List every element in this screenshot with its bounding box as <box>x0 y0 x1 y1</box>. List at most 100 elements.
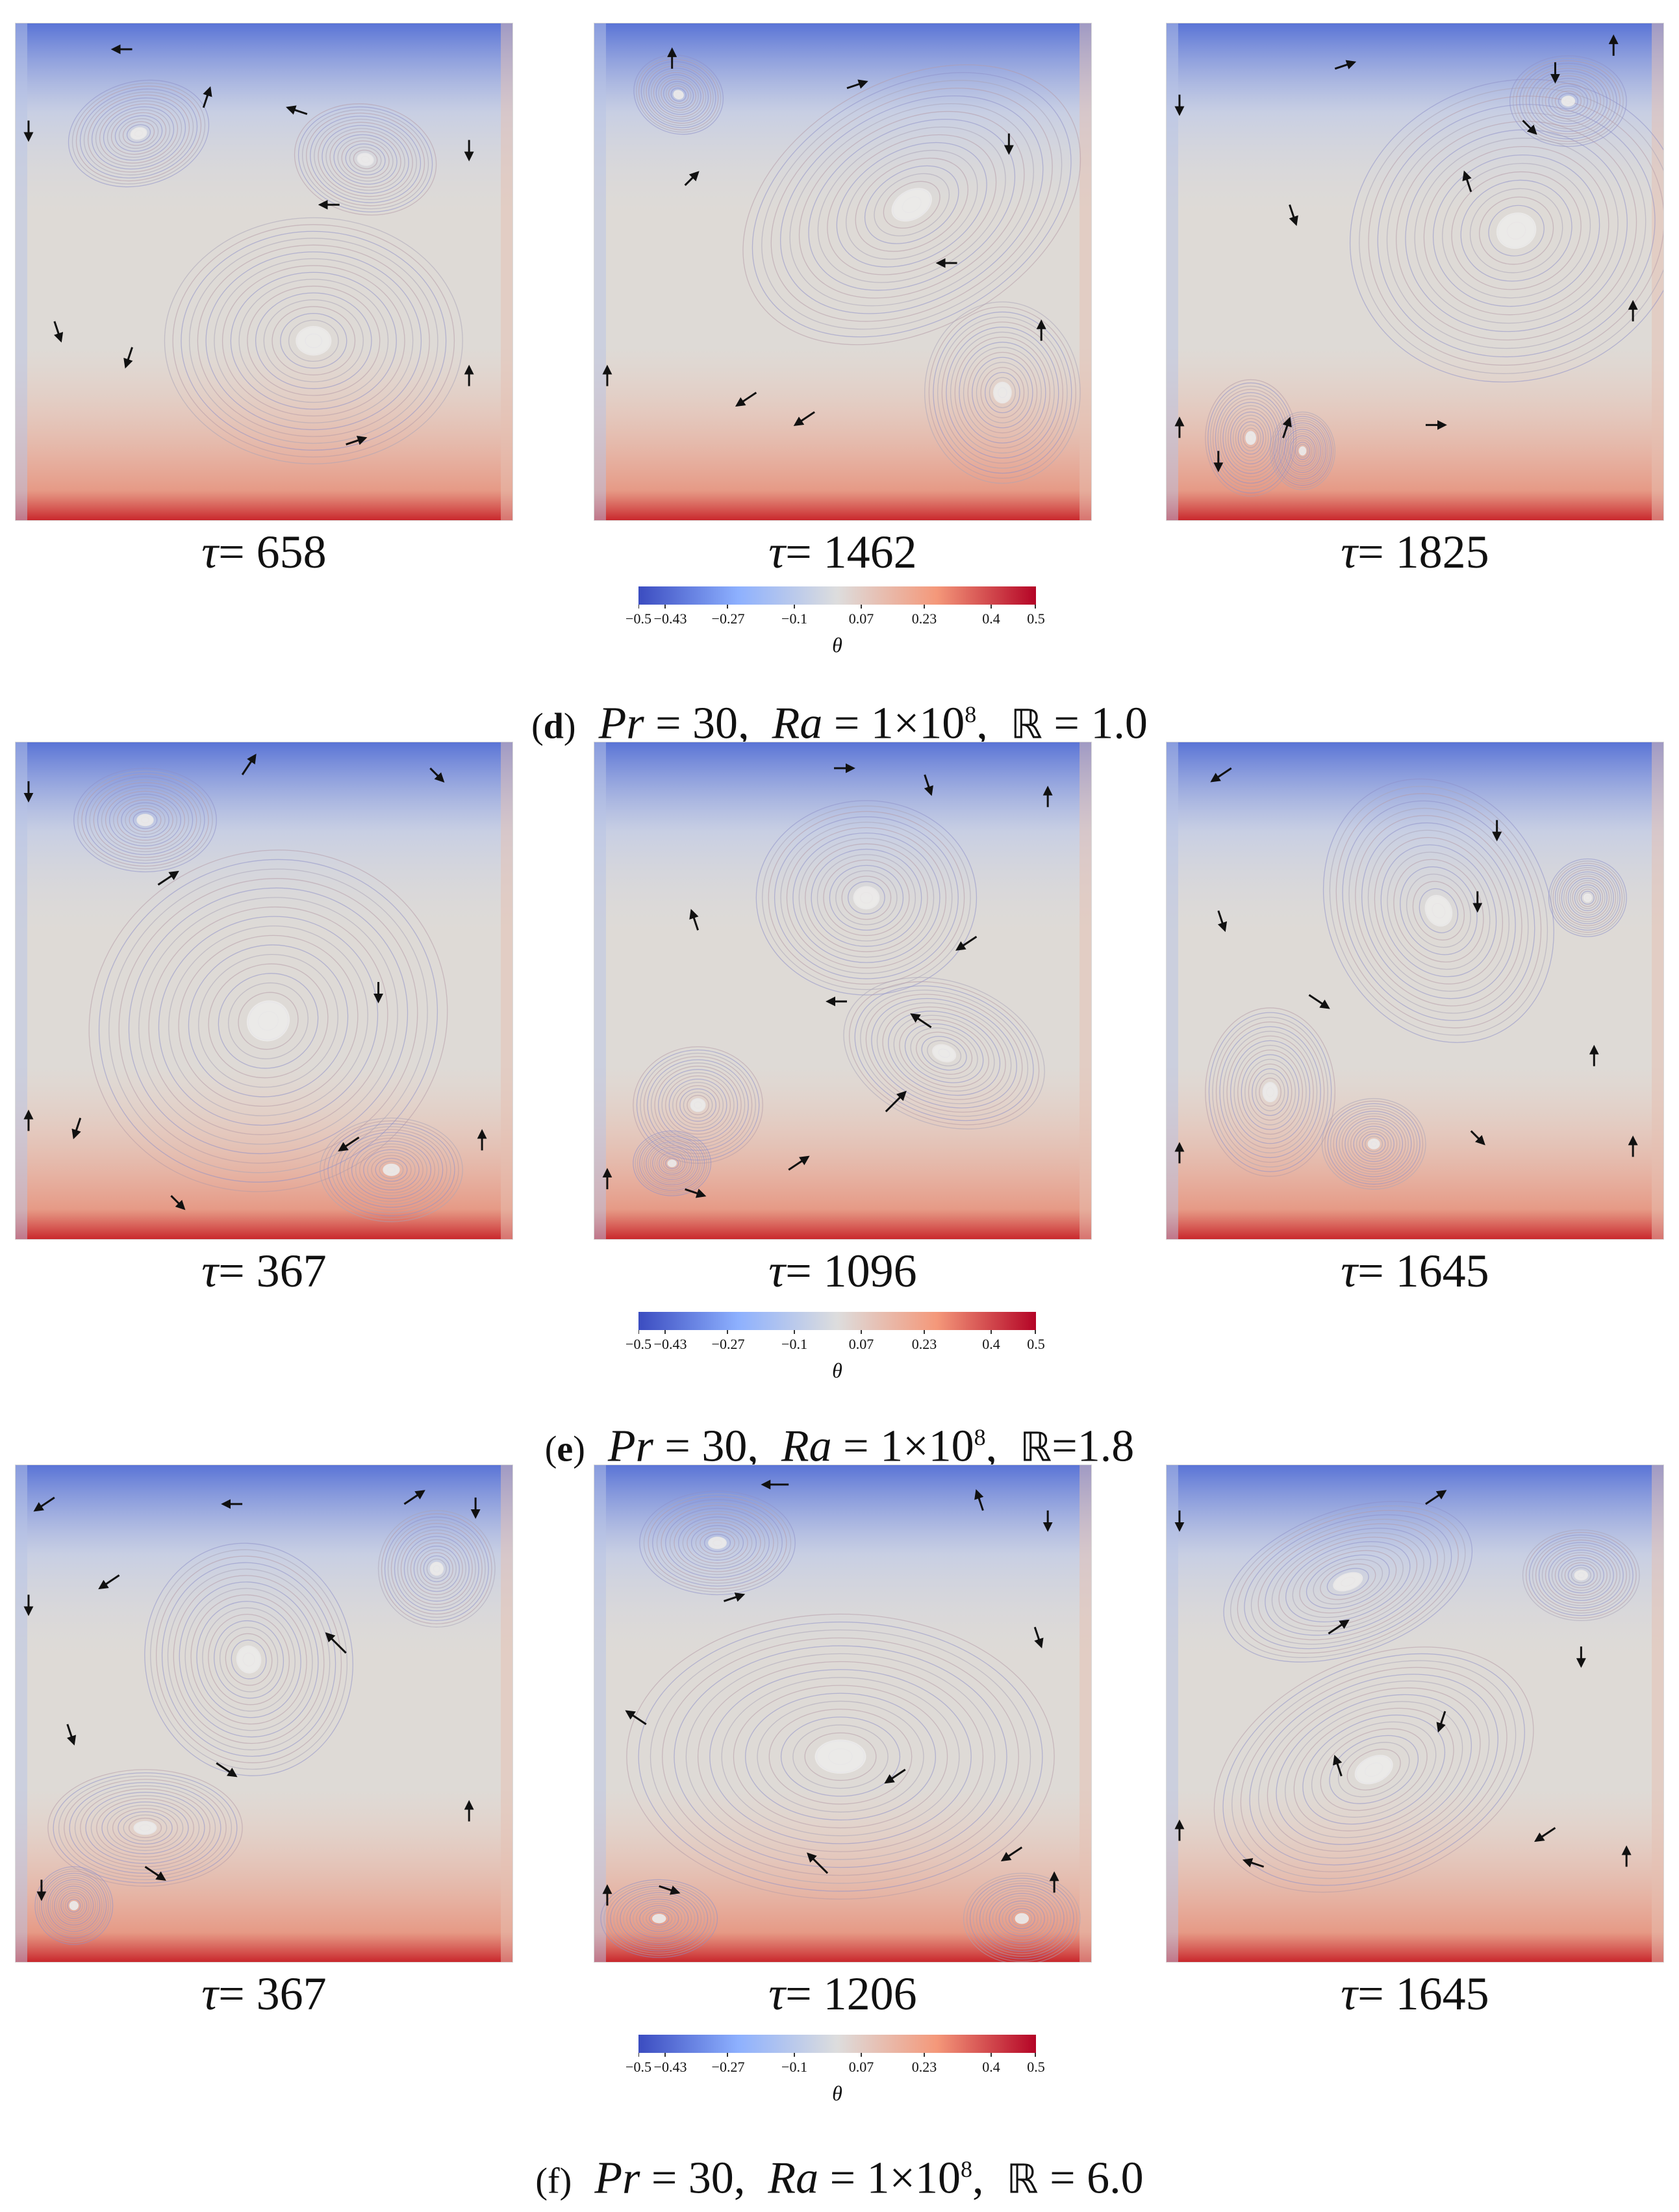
streamline <box>966 1875 1078 1962</box>
streamline <box>1219 1026 1321 1159</box>
streamline <box>1344 1118 1404 1170</box>
flow-arrow-icon <box>66 1724 77 1746</box>
flow-arrow-icon <box>885 1090 907 1112</box>
vortex-core <box>932 1044 957 1062</box>
streamline <box>384 1516 489 1622</box>
streamline <box>1293 439 1312 462</box>
vortex-core <box>136 814 154 827</box>
streamline <box>1442 162 1591 299</box>
streamline <box>888 1011 1001 1096</box>
streamline <box>600 1879 718 1958</box>
vortex-core <box>1333 1572 1363 1592</box>
streamline <box>633 54 724 135</box>
flow-arrow-icon <box>346 436 368 446</box>
streamline-field <box>16 742 512 1239</box>
streamline <box>1541 81 1595 122</box>
streamline <box>665 1507 770 1578</box>
hot-boundary-layer <box>1167 23 1663 520</box>
streamline <box>331 1126 451 1214</box>
streamline <box>786 827 947 969</box>
streamline <box>745 1692 936 1821</box>
streamline <box>1220 398 1281 477</box>
streamline <box>75 85 202 182</box>
streamline <box>1356 1128 1392 1160</box>
streamlines <box>600 1490 1081 1962</box>
streamline <box>122 121 155 146</box>
flow-arrow-icon <box>884 1768 906 1784</box>
streamline-panel-f3 <box>1166 1464 1664 1963</box>
streamline <box>416 1549 457 1589</box>
flow-arrow-icon <box>1462 170 1472 192</box>
colorbar-tick: −0.27 <box>711 610 745 627</box>
streamline <box>1209 385 1292 490</box>
streamline <box>954 336 1051 449</box>
streamline <box>118 878 418 1164</box>
streamline <box>271 306 356 376</box>
flow-arrow-icon <box>1436 1711 1446 1733</box>
streamline <box>158 916 379 1126</box>
streamline <box>661 79 697 111</box>
streamline <box>874 173 950 236</box>
streamline <box>998 1900 1045 1937</box>
streamline <box>1522 65 1614 137</box>
streamline <box>112 1807 178 1848</box>
streamline <box>1359 87 1663 374</box>
vortex-core <box>651 1913 666 1924</box>
streamline <box>108 868 428 1174</box>
colorbar-tick: 0.5 <box>1027 2059 1045 2075</box>
streamline <box>653 72 704 118</box>
flow-arrow-icon <box>216 1762 238 1778</box>
streamline <box>841 875 892 920</box>
streamline <box>1346 1748 1401 1791</box>
streamline <box>770 88 1053 322</box>
streamline <box>167 1568 331 1751</box>
streamline <box>1235 418 1267 458</box>
streamline <box>219 1626 279 1692</box>
streamline <box>1368 95 1663 366</box>
streamline <box>36 1868 111 1943</box>
flow-arrow-icon <box>286 105 308 116</box>
streamline <box>733 1685 948 1829</box>
streamline <box>663 1155 681 1172</box>
streamline <box>635 1132 709 1195</box>
streamline <box>1548 85 1588 117</box>
streamline <box>128 1817 162 1839</box>
streamline <box>118 118 159 149</box>
streamline <box>64 1896 83 1915</box>
streamline <box>654 1148 690 1179</box>
streamline <box>98 859 438 1183</box>
streamline <box>238 279 389 403</box>
flow-arrow-icon <box>910 1013 932 1029</box>
streamline <box>359 1146 423 1194</box>
streamline <box>129 808 162 833</box>
streamline <box>626 1896 692 1941</box>
streamline <box>1322 778 1554 1043</box>
streamline <box>789 103 1034 307</box>
streamline <box>979 1885 1065 1952</box>
side-wall-right <box>1652 23 1663 520</box>
streamline <box>1365 1136 1383 1152</box>
flow-arrow-icon <box>1522 119 1537 135</box>
vortex-core <box>1298 446 1307 456</box>
streamline <box>640 1053 756 1157</box>
streamline <box>188 238 438 444</box>
streamline <box>1574 884 1601 911</box>
streamline <box>1554 90 1582 112</box>
streamline <box>1528 1534 1634 1616</box>
streamline <box>103 106 175 161</box>
streamline <box>1341 1116 1406 1172</box>
streamline <box>700 1531 735 1555</box>
streamline <box>91 97 186 170</box>
streamline <box>156 1555 342 1763</box>
tau-label: τ= 367 <box>201 1245 327 1297</box>
streamline <box>1248 1063 1293 1121</box>
streamline <box>1280 424 1325 477</box>
streamline <box>188 944 349 1098</box>
flow-arrow-icon <box>1289 204 1298 227</box>
vortex-core <box>246 1000 290 1042</box>
streamline <box>371 1155 412 1185</box>
streamline <box>68 79 210 188</box>
flow-arrow-icon <box>684 171 700 186</box>
flow-arrow-icon <box>1242 1858 1265 1868</box>
streamline <box>1205 1007 1335 1177</box>
